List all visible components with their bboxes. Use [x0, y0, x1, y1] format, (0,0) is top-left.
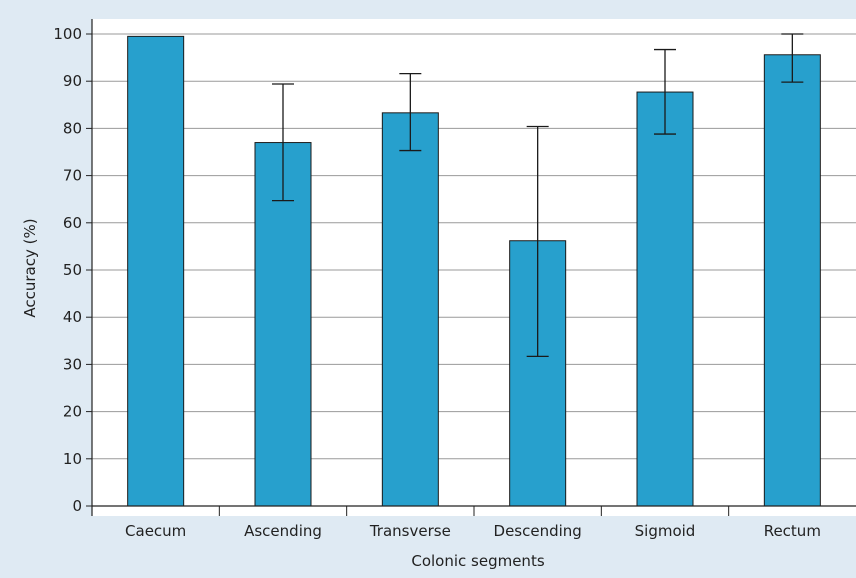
y-tick-label: 90 [63, 72, 82, 90]
x-tick-label: Descending [494, 522, 582, 540]
y-tick-label: 100 [53, 25, 82, 43]
x-tick-labels: Caecum Ascending Transverse Descending Sigmo… [125, 522, 821, 540]
y-tick-label: 50 [63, 261, 82, 279]
bar [763, 54, 821, 507]
bar [254, 142, 312, 507]
x-tick-label: Transverse [369, 522, 451, 540]
bar [636, 91, 694, 507]
y-axis-title: Accuracy (%) [21, 218, 39, 317]
y-tick-labels: 0 10 20 30 40 50 60 70 80 90 100 [53, 25, 82, 515]
x-tick-label: Rectum [764, 522, 821, 540]
error-bars [272, 33, 804, 358]
y-tick-label: 40 [63, 308, 82, 326]
axes [86, 19, 856, 516]
x-axis-title: Colonic segments [411, 552, 544, 570]
gridlines [92, 33, 856, 460]
y-tick-label: 20 [63, 403, 82, 421]
y-tick-label: 60 [63, 214, 82, 232]
y-tick-label: 30 [63, 355, 82, 373]
y-tick-label: 80 [63, 119, 82, 137]
x-tick-label: Ascending [244, 522, 322, 540]
y-tick-label: 0 [72, 497, 82, 515]
bar [127, 35, 185, 507]
plot-background [92, 19, 856, 516]
x-tick-label: Sigmoid [635, 522, 696, 540]
y-tick-label: 70 [63, 167, 82, 185]
y-tick-label: 10 [63, 450, 82, 468]
x-tick-label: Caecum [125, 522, 186, 540]
bar [381, 112, 439, 507]
